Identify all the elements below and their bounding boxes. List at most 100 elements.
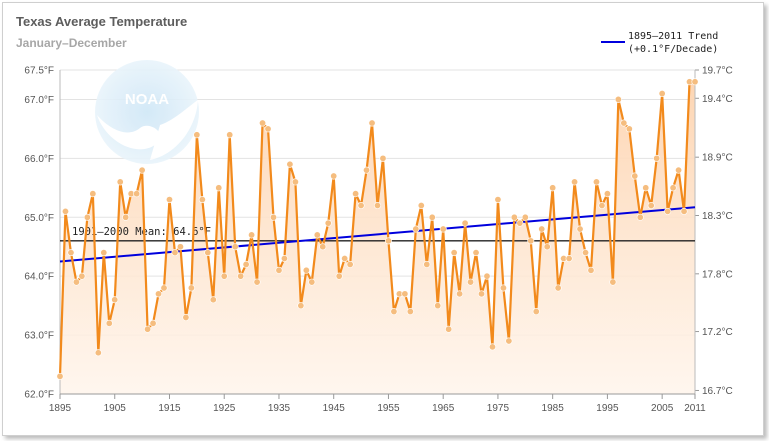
data-point [483, 272, 491, 280]
data-point [176, 243, 184, 251]
data-point [363, 166, 371, 174]
y-tick-label-left: 63.0°F [24, 331, 54, 342]
data-point [680, 207, 688, 215]
data-point [160, 284, 168, 292]
data-point [226, 131, 234, 139]
data-point [286, 160, 294, 168]
data-point [83, 213, 91, 221]
data-point [543, 243, 551, 251]
x-tick-label: 2005 [651, 403, 674, 414]
y-tick-label-left: 62.0°F [24, 390, 54, 401]
data-point [111, 296, 119, 304]
data-point [401, 290, 409, 298]
x-tick-label: 1955 [377, 403, 400, 414]
y-tick-label-left: 67.5°F [24, 66, 54, 77]
data-point [434, 302, 442, 310]
y-tick-label-right: 17.8°C [702, 269, 733, 280]
data-point [302, 266, 310, 274]
data-point [330, 172, 338, 180]
data-point [384, 237, 392, 245]
data-point [521, 213, 529, 221]
chart-subtitle: January–December [16, 36, 127, 50]
data-point [116, 178, 124, 186]
data-point [297, 302, 305, 310]
data-point [264, 125, 272, 133]
data-point [598, 201, 606, 209]
y-tick-label-right: 19.7°C [702, 66, 733, 77]
data-point [215, 184, 223, 192]
data-point [341, 255, 349, 263]
data-point [193, 131, 201, 139]
data-point [647, 201, 655, 209]
data-point [450, 249, 458, 257]
data-point [56, 372, 64, 380]
data-point [352, 190, 360, 198]
x-tick-label: 1945 [323, 403, 346, 414]
data-point [675, 166, 683, 174]
data-point [324, 219, 332, 227]
y-tick-label-right: 19.4°C [702, 94, 733, 105]
data-point [571, 178, 579, 186]
data-point [609, 278, 617, 286]
data-point [209, 296, 217, 304]
data-point [144, 325, 152, 333]
x-tick-label: 2011 [684, 403, 706, 414]
data-point [78, 272, 86, 280]
data-point [669, 184, 677, 192]
data-point [488, 343, 496, 351]
data-point [72, 278, 80, 286]
data-point [658, 90, 666, 98]
data-point [554, 284, 562, 292]
x-tick-label: 1915 [158, 403, 181, 414]
data-point [269, 213, 277, 221]
data-point [576, 225, 584, 233]
data-point [133, 190, 141, 198]
data-point [631, 172, 639, 180]
data-point [603, 190, 611, 198]
data-point [478, 290, 486, 298]
x-tick-label: 1905 [104, 403, 127, 414]
data-point [510, 213, 518, 221]
legend-trend-label: 1895–2011 Trend [628, 31, 718, 42]
data-point [313, 231, 321, 239]
data-point [138, 166, 146, 174]
y-tick-label-right: 18.9°C [702, 153, 733, 164]
data-point [67, 249, 75, 257]
x-tick-label: 1925 [213, 403, 236, 414]
data-point [538, 225, 546, 233]
series-area-fill [60, 81, 695, 394]
data-point [439, 225, 447, 233]
data-point [89, 190, 97, 198]
data-point [417, 201, 425, 209]
data-point [549, 184, 557, 192]
series-layer [56, 78, 699, 380]
data-point [636, 213, 644, 221]
x-tick-label: 1895 [49, 403, 72, 414]
legend-trend-sublabel: (+0.1°F/Decade) [628, 44, 718, 55]
data-point [472, 249, 480, 257]
y-tick-label-left: 67.0°F [24, 95, 54, 106]
x-tick-label: 1985 [542, 403, 565, 414]
data-point [280, 255, 288, 263]
data-point [100, 249, 108, 257]
data-point [379, 154, 387, 162]
data-point [94, 349, 102, 357]
data-point [308, 278, 316, 286]
data-point [456, 290, 464, 298]
data-point [122, 213, 130, 221]
data-point [220, 272, 228, 280]
data-point [319, 243, 327, 251]
data-point [620, 119, 628, 127]
data-point [445, 325, 453, 333]
noaa-logo-watermark: NOAA [95, 60, 199, 164]
data-point [373, 201, 381, 209]
y-tick-label-right: 18.3°C [702, 211, 733, 222]
data-point [406, 308, 414, 316]
data-point [494, 196, 502, 204]
y-tick-label-left: 64.0°F [24, 272, 54, 283]
data-point [592, 178, 600, 186]
data-point [155, 290, 163, 298]
data-point [357, 201, 365, 209]
data-point [516, 219, 524, 227]
legend: 1895–2011 Trend (+0.1°F/Decade) [601, 31, 718, 55]
